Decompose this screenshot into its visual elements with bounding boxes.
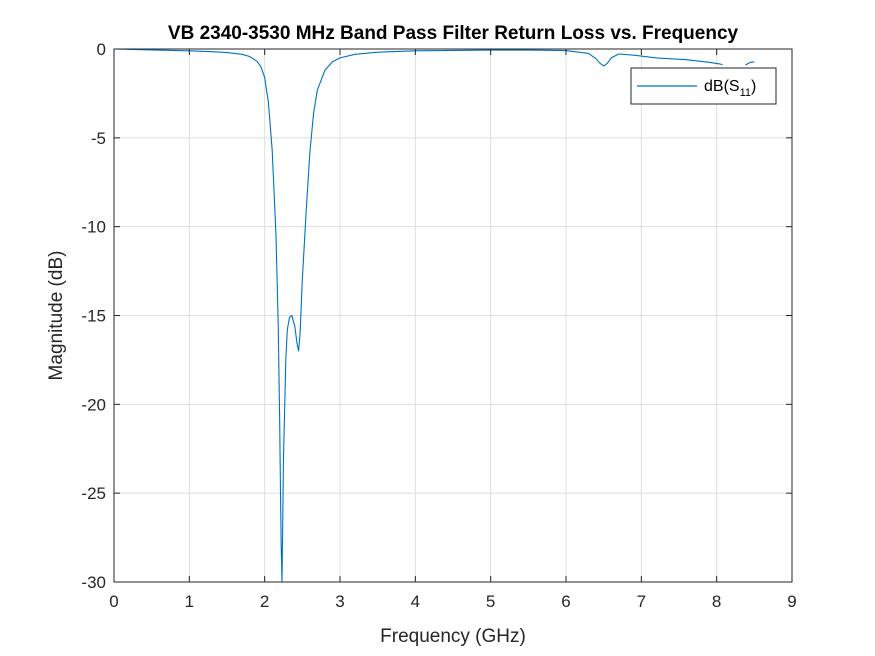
series-layer (113, 48, 755, 583)
legend-label-base: dB(S (704, 78, 740, 95)
y-tick-label: -20 (81, 395, 106, 414)
x-tick-label: 8 (712, 592, 721, 611)
y-tick-label: -30 (81, 573, 106, 592)
legend-label-subscript: 11 (740, 87, 751, 99)
y-tick-label: -10 (81, 218, 106, 237)
x-axis-label: Frequency (GHz) (380, 626, 526, 647)
x-tick-label: 3 (335, 592, 344, 611)
y-tick-label: -25 (81, 484, 106, 503)
ticks: 0 1 2 3 4 5 6 7 8 9 0 -5 -10 -15 -20 -25 -30 (81, 40, 796, 611)
y-tick-label: -15 (81, 307, 106, 326)
x-tick-label: 4 (411, 592, 420, 611)
legend: dB(S11) (630, 67, 777, 105)
legend-label: dB(S11) (704, 78, 756, 99)
x-tick-label: 0 (109, 592, 118, 611)
series-line (113, 48, 755, 583)
x-tick-label: 2 (260, 592, 269, 611)
y-tick-label: 0 (97, 40, 106, 59)
chart-title: VB 2340-3530 MHz Band Pass Filter Return… (168, 23, 739, 44)
x-tick-label: 7 (637, 592, 646, 611)
x-tick-label: 1 (185, 592, 194, 611)
x-tick-label: 6 (561, 592, 570, 611)
legend-label-suffix: ) (751, 78, 756, 95)
x-tick-label: 9 (787, 592, 796, 611)
y-axis-label: Magnitude (dB) (46, 251, 67, 381)
x-tick-label: 5 (486, 592, 495, 611)
y-tick-label: -5 (91, 129, 106, 148)
